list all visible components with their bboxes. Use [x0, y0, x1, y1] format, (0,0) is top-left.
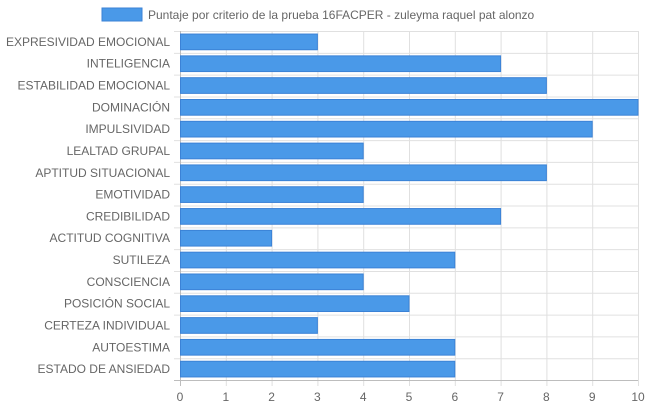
bar[interactable] — [180, 317, 318, 334]
y-tick-label: INTELIGENCIA — [87, 57, 170, 71]
bar[interactable] — [180, 164, 547, 182]
y-tick-label: ACTITUD COGNITIVA — [50, 231, 170, 245]
x-tick-label: 1 — [222, 390, 229, 404]
bar[interactable] — [180, 33, 318, 51]
bar[interactable] — [180, 273, 364, 291]
y-tick-label: CERTEZA INDIVIDUAL — [44, 318, 170, 332]
bars — [180, 33, 639, 378]
bar[interactable] — [180, 338, 456, 356]
y-tick-label: EMOTIVIDAD — [95, 188, 170, 202]
x-tick-label: 2 — [268, 390, 275, 404]
bar[interactable] — [180, 120, 593, 138]
bar[interactable] — [180, 360, 456, 378]
x-tick-label: 6 — [451, 390, 458, 404]
bar[interactable] — [180, 55, 502, 73]
y-tick-label: LEALTAD GRUPAL — [67, 144, 171, 158]
bar[interactable] — [180, 77, 547, 94]
y-tick-label: CONSCIENCIA — [87, 275, 170, 289]
x-axis-labels: 0 1 2 3 4 5 6 7 8 9 10 — [177, 390, 645, 404]
legend-swatch — [101, 7, 143, 22]
bar[interactable] — [180, 186, 364, 203]
x-tick-label: 4 — [360, 390, 367, 404]
y-tick-label: DOMINACIÓN — [92, 99, 170, 114]
y-axis-labels: EXPRESIVIDAD EMOCIONAL INTELIGENCIA ESTABI… — [6, 35, 170, 376]
bar[interactable] — [180, 229, 273, 247]
x-tick-label: 10 — [631, 390, 645, 404]
x-tick-label: 7 — [497, 390, 504, 404]
y-tick-label: SUTILEZA — [113, 253, 170, 267]
legend[interactable]: Puntaje por criterio de la prueba 16FACP… — [101, 7, 535, 22]
y-tick-label: POSICIÓN SOCIAL — [64, 296, 170, 311]
x-tick-label: 3 — [314, 390, 321, 404]
bar[interactable] — [180, 208, 502, 225]
y-tick-label: CREDIBILIDAD — [86, 209, 170, 223]
x-tick-label: 8 — [543, 390, 550, 404]
bar[interactable] — [180, 251, 456, 269]
y-tick-label: ESTABILIDAD EMOCIONAL — [18, 79, 171, 93]
bar[interactable] — [180, 98, 639, 116]
legend-label: Puntaje por criterio de la prueba 16FACP… — [148, 8, 535, 22]
x-tick-label: 5 — [406, 390, 413, 404]
bar[interactable] — [180, 295, 410, 313]
y-tick-label: APTITUD SITUACIONAL — [35, 166, 170, 180]
x-tick-label: 0 — [177, 390, 184, 404]
y-tick-label: IMPULSIVIDAD — [85, 122, 170, 136]
y-tick-label: EXPRESIVIDAD EMOCIONAL — [6, 35, 170, 49]
x-tick-label: 9 — [589, 390, 596, 404]
y-tick-label: ESTADO DE ANSIEDAD — [38, 362, 171, 376]
y-tick-label: AUTOESTIMA — [92, 340, 170, 354]
bar[interactable] — [180, 142, 364, 160]
